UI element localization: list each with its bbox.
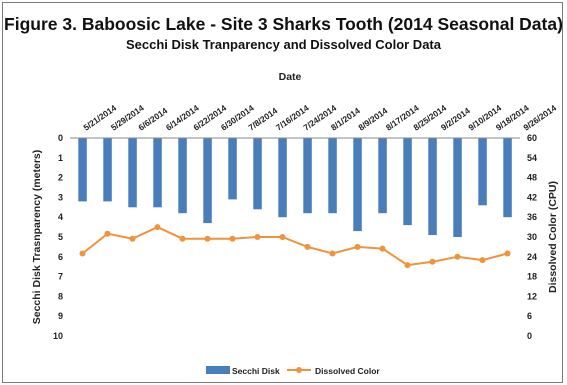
dissolved-color-point bbox=[304, 243, 311, 250]
dissolved-color-point bbox=[429, 258, 436, 265]
right-tick-label: 0 bbox=[527, 331, 532, 341]
left-tick-label: 2 bbox=[58, 173, 63, 183]
right-tick-label: 30 bbox=[527, 232, 537, 242]
secchi-bar bbox=[203, 138, 212, 224]
x-axis-label: Date bbox=[279, 71, 302, 83]
dissolved-color-point bbox=[279, 234, 286, 240]
secchi-bar bbox=[278, 138, 287, 218]
left-tick-label: 5 bbox=[58, 232, 63, 242]
dissolved-color-line bbox=[81, 225, 508, 267]
dissolved-color-point bbox=[379, 245, 386, 252]
secchi-bar bbox=[478, 138, 487, 206]
secchi-bar bbox=[153, 138, 162, 208]
dissolved-color-point bbox=[154, 224, 161, 231]
secchi-bar bbox=[453, 138, 462, 237]
secchi-bar bbox=[128, 138, 137, 208]
right-tick-label: 54 bbox=[527, 153, 537, 163]
secchi-bar bbox=[253, 138, 262, 210]
legend-secchi-label: Secchi Disk bbox=[232, 366, 280, 376]
dissolved-color-point bbox=[254, 234, 261, 240]
legend: Secchi Disk Dissolved Color bbox=[206, 366, 380, 376]
secchi-bar bbox=[503, 138, 512, 218]
chart-title: Figure 3. Baboosic Lake - Site 3 Sharks … bbox=[4, 14, 563, 34]
right-tick-label: 12 bbox=[527, 291, 537, 301]
dissolved-color-point bbox=[229, 235, 236, 242]
right-tick-label: 6 bbox=[527, 311, 532, 321]
left-axis-ticks: 0 1 2 3 4 5 6 7 8 9 10 bbox=[53, 133, 63, 341]
legend-color-label: Dissolved Color bbox=[315, 366, 380, 376]
dissolved-color-point bbox=[204, 235, 211, 242]
left-tick-label: 9 bbox=[58, 311, 63, 321]
dissolved-color-point bbox=[504, 250, 511, 257]
right-tick-label: 18 bbox=[527, 272, 537, 282]
dissolved-color-point bbox=[354, 243, 361, 250]
left-tick-label: 10 bbox=[53, 331, 63, 341]
chart-subtitle: Secchi Disk Tranparency and Dissolved Co… bbox=[125, 37, 441, 52]
secchi-bars bbox=[78, 138, 512, 237]
dissolved-color-point bbox=[404, 262, 411, 269]
legend-color-marker bbox=[296, 367, 302, 373]
secchi-bar bbox=[328, 138, 337, 214]
dissolved-color-points bbox=[79, 224, 511, 269]
left-tick-label: 0 bbox=[58, 133, 63, 143]
dissolved-color-point bbox=[179, 235, 186, 242]
secchi-bar bbox=[378, 138, 387, 214]
secchi-bar bbox=[78, 138, 87, 202]
right-tick-label: 24 bbox=[527, 252, 537, 262]
left-tick-label: 1 bbox=[58, 153, 63, 163]
right-tick-label: 60 bbox=[527, 133, 537, 143]
dissolved-color-point bbox=[104, 230, 111, 237]
dissolved-color-point bbox=[129, 235, 136, 242]
legend-secchi-swatch bbox=[206, 366, 230, 374]
dissolved-color-point bbox=[454, 253, 461, 260]
secchi-bar bbox=[353, 138, 362, 232]
secchi-bar bbox=[428, 138, 437, 235]
left-tick-label: 8 bbox=[58, 291, 63, 301]
right-tick-label: 36 bbox=[527, 212, 537, 222]
left-tick-label: 4 bbox=[58, 212, 63, 222]
dissolved-color-point bbox=[479, 257, 486, 264]
right-tick-label: 42 bbox=[527, 192, 537, 202]
left-axis-label: Secchi Disk Trasnparency (meters) bbox=[31, 150, 43, 325]
date-label: 8/9/2014 bbox=[356, 105, 389, 132]
secchi-bar bbox=[228, 138, 237, 200]
right-tick-label: 48 bbox=[527, 173, 537, 183]
right-axis-label: Dissolved Color (CPU) bbox=[547, 181, 559, 293]
date-labels: 5/21/20145/29/20146/6/20146/14/20146/22/… bbox=[81, 103, 558, 133]
dissolved-color-point bbox=[79, 250, 86, 257]
secchi-bar bbox=[103, 138, 112, 202]
left-tick-label: 3 bbox=[58, 192, 63, 202]
secchi-bar bbox=[303, 138, 312, 214]
dissolved-color-point bbox=[329, 250, 336, 257]
left-tick-label: 6 bbox=[58, 252, 63, 262]
secchi-bar bbox=[403, 138, 412, 226]
left-tick-label: 7 bbox=[58, 272, 63, 282]
secchi-bar bbox=[178, 138, 187, 214]
right-axis-ticks: 0 6 12 18 24 30 36 42 48 54 60 bbox=[527, 133, 537, 341]
